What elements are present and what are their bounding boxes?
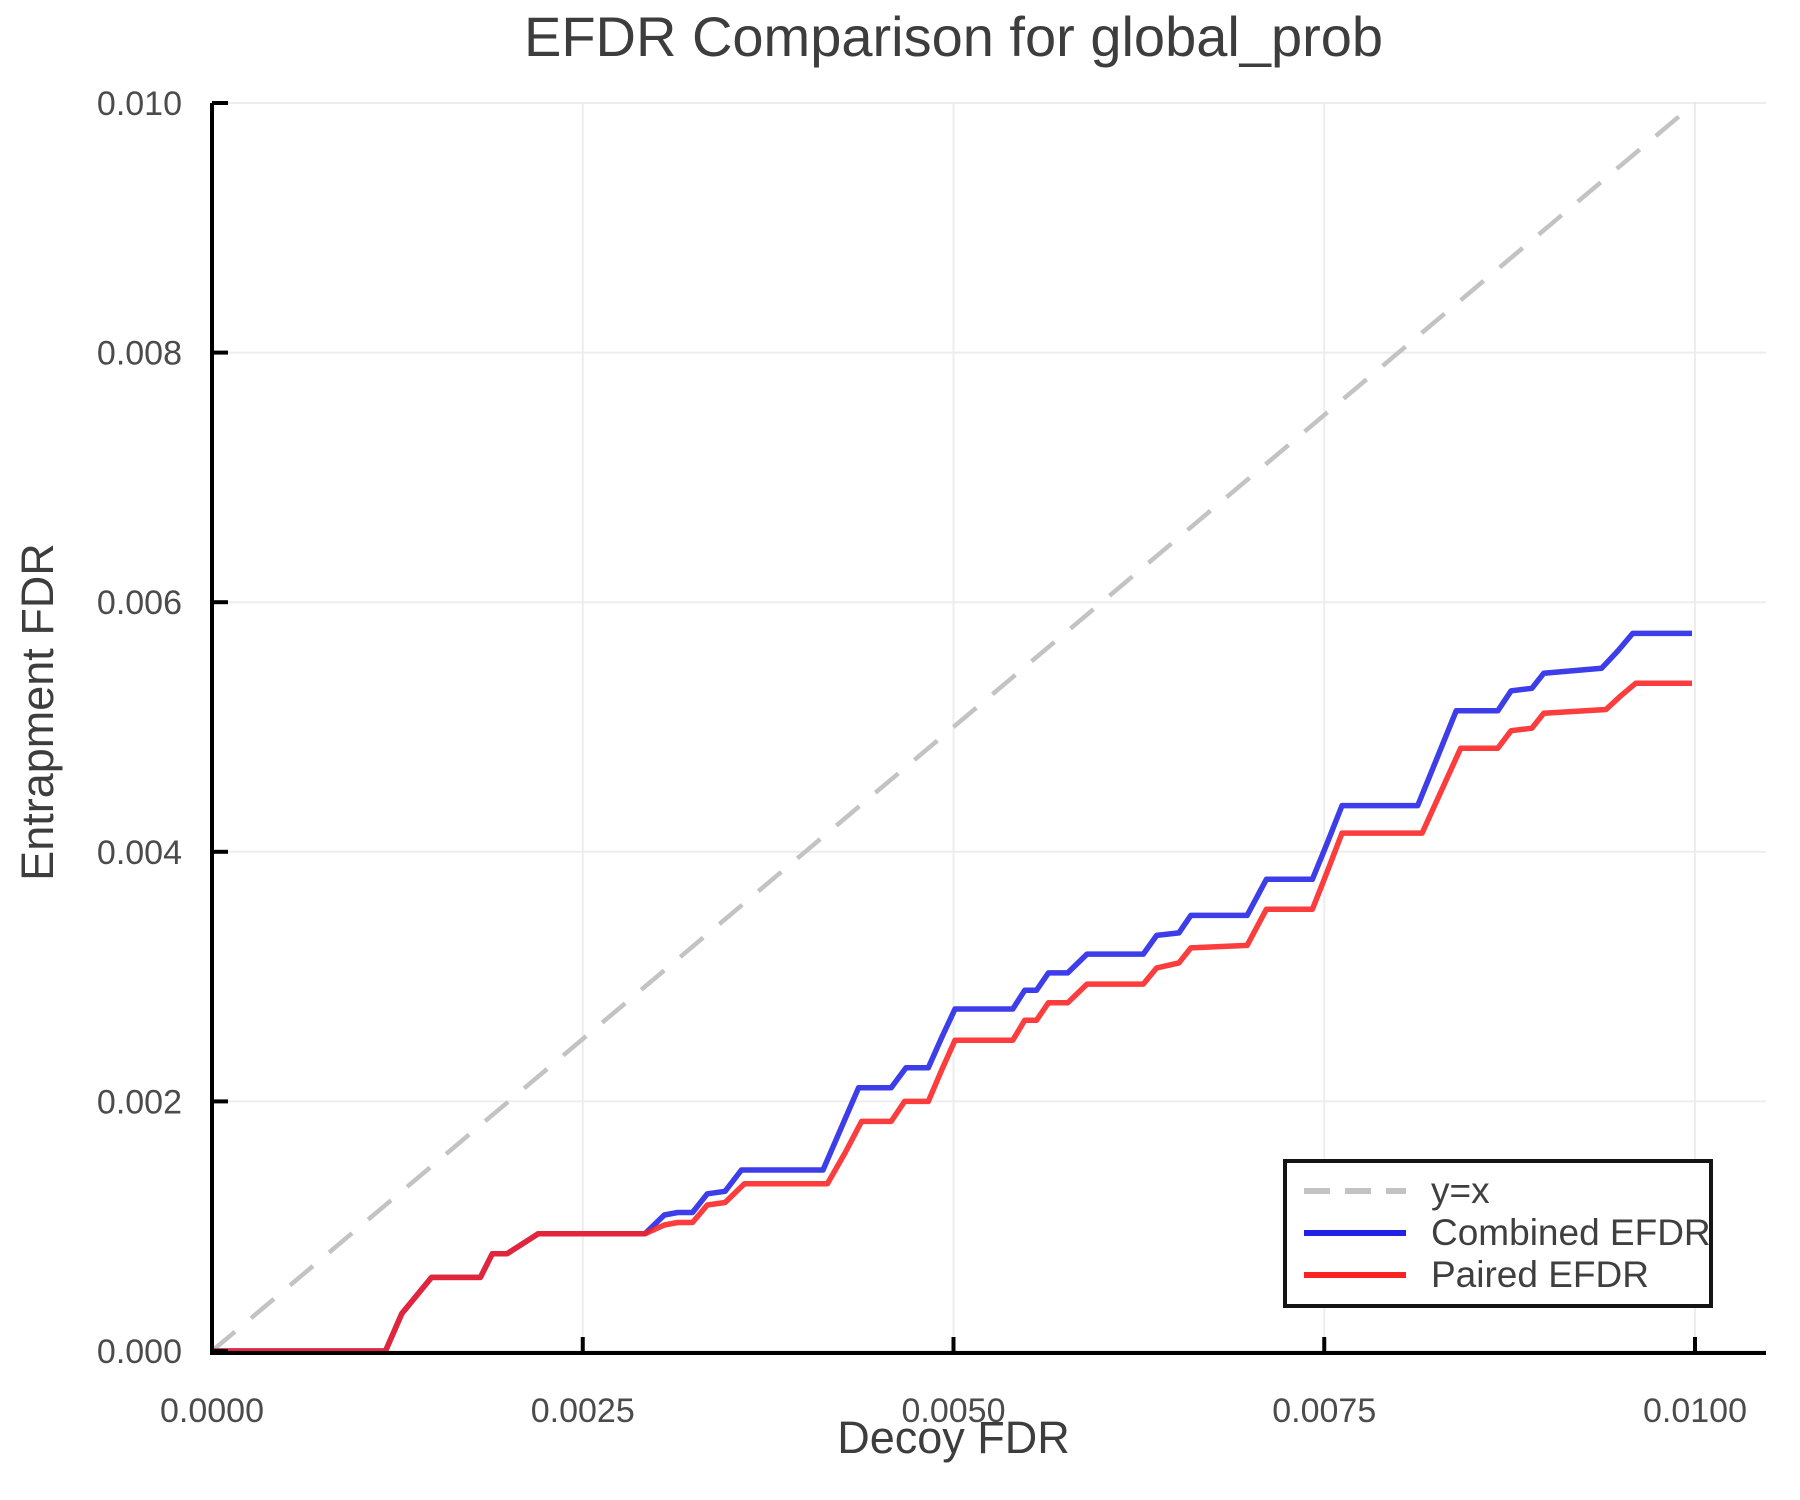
legend-label-paired-efdr: Paired EFDR: [1431, 1254, 1649, 1295]
y-tick-label: 0.010: [97, 85, 182, 123]
legend-paired-line-sample: [1304, 1271, 1406, 1278]
chart-title: EFDR Comparison for global_prob: [523, 5, 1384, 68]
legend-yx-line-sample: [1304, 1187, 1406, 1194]
legend-label-yx: y=x: [1431, 1170, 1490, 1211]
x-tick-label: 0.0050: [902, 1392, 1006, 1430]
x-tick-label: 0.0100: [1643, 1392, 1747, 1430]
legend-combined-line-sample: [1304, 1229, 1406, 1236]
x-tick-label: 0.0025: [531, 1392, 635, 1430]
series-line-y-x: [210, 101, 1697, 1353]
y-tick-label: 0.008: [97, 335, 182, 373]
legend-item-paired-efdr: Paired EFDR: [1301, 1254, 1699, 1296]
y-tick-label: 0.006: [97, 584, 182, 622]
series-line-paired-efdr: [212, 680, 1692, 1354]
y-tick-label: 0.002: [97, 1083, 182, 1121]
legend-item-yx: y=x: [1301, 1170, 1699, 1212]
x-axis-title: Decoy FDR: [837, 1412, 1070, 1463]
legend: y=x Combined EFDR Paired EFDR: [1283, 1159, 1713, 1308]
legend-item-combined-efdr: Combined EFDR: [1301, 1212, 1711, 1254]
y-tick-label: 0.004: [97, 834, 182, 872]
x-tick-label: 0.0000: [160, 1392, 264, 1430]
y-axis-title: Entrapment FDR: [12, 543, 63, 881]
legend-label-combined-efdr: Combined EFDR: [1431, 1212, 1711, 1253]
x-tick-label: 0.0075: [1272, 1392, 1376, 1430]
y-tick-label: 0.000: [97, 1333, 182, 1371]
